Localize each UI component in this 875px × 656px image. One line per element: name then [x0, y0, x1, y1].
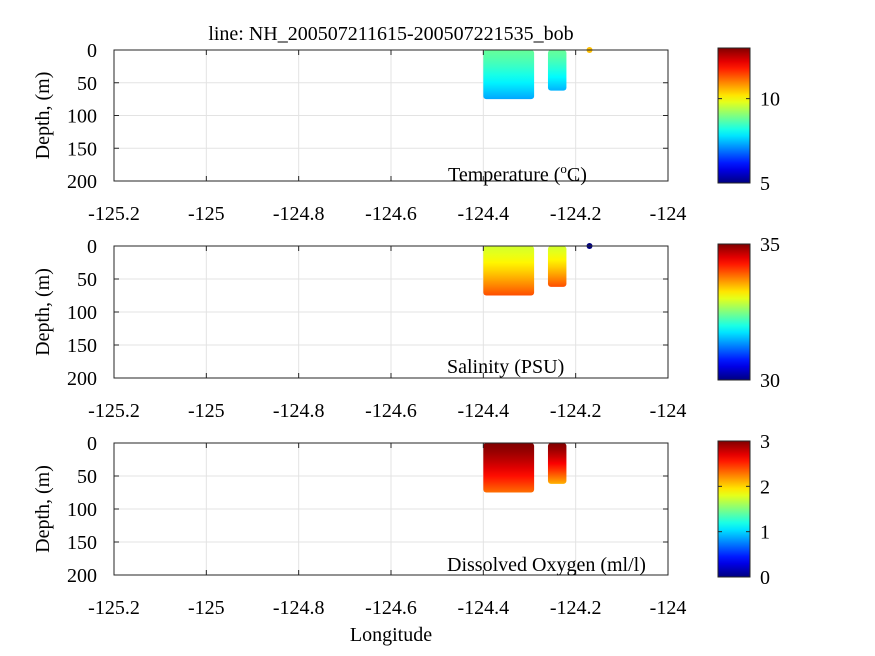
- colorbar: [717, 440, 751, 578]
- x-tick-label: -124.2: [550, 597, 602, 619]
- data-block: [483, 246, 535, 296]
- y-tick-label: 200: [67, 565, 97, 587]
- variable-label: Temperature (oC): [448, 161, 587, 186]
- data-block: [547, 246, 567, 287]
- x-tick-label: -124: [650, 597, 687, 619]
- data-block: [547, 50, 567, 91]
- y-tick-label: 100: [67, 106, 97, 128]
- y-tick-label: 150: [67, 335, 97, 357]
- x-tick-label: -124.2: [550, 203, 602, 225]
- x-tick-label: -125.2: [88, 400, 140, 422]
- y-tick-label: 50: [77, 73, 97, 95]
- x-tick-label: -124.4: [457, 400, 509, 422]
- x-tick-label: -124: [650, 203, 687, 225]
- colorbar-tick-label: 1: [760, 522, 770, 544]
- colorbar: [717, 47, 751, 184]
- colorbar-tick-label: 3: [760, 431, 770, 453]
- y-tick-label: 150: [67, 138, 97, 160]
- x-tick-label: -125: [188, 400, 225, 422]
- x-tick-label: -124.6: [365, 203, 417, 225]
- y-tick-label: 200: [67, 368, 97, 390]
- y-tick-label: 0: [87, 433, 97, 455]
- y-tick-label: 50: [77, 466, 97, 488]
- panel-3: -125.2 -125 -124.8 -124.6 -124.4 -124.2 -124 0 5…: [32, 431, 770, 619]
- x-tick-label: -125: [188, 597, 225, 619]
- colorbar-tick-label: 35: [760, 234, 780, 256]
- data-block: [547, 443, 567, 484]
- x-tick-label: -124.4: [457, 597, 509, 619]
- x-tick-label: -124.8: [273, 597, 325, 619]
- y-tick-label: 100: [67, 499, 97, 521]
- x-tick-label: -125.2: [88, 203, 140, 225]
- panel-1: -125.2 -125 -124.8 -124.6 -124.4 -124.2 -124 0 5…: [32, 40, 780, 225]
- colorbar-tick-label: 0: [760, 567, 770, 589]
- y-tick-label: 100: [67, 302, 97, 324]
- x-axis-label: Longitude: [350, 624, 432, 646]
- x-tick-label: -125.2: [88, 597, 140, 619]
- x-tick-label: -124.6: [365, 597, 417, 619]
- y-tick-label: 50: [77, 269, 97, 291]
- variable-label: Dissolved Oxygen (ml/l): [447, 554, 646, 576]
- colorbar: [717, 243, 751, 381]
- y-axis-label: Depth, (m): [32, 268, 54, 356]
- x-tick-label: -124.8: [273, 400, 325, 422]
- variable-label: Salinity (PSU): [447, 356, 564, 378]
- figure-title: line: NH_200507211615-200507221535_bob: [208, 23, 573, 45]
- panels: -125.2 -125 -124.8 -124.6 -124.4 -124.2 -124 0 5…: [32, 40, 780, 619]
- y-tick-label: 200: [67, 171, 97, 193]
- x-tick-label: -125: [188, 203, 225, 225]
- y-tick-label: 150: [67, 532, 97, 554]
- data-block: [483, 50, 535, 100]
- colorbar-tick-label: 5: [760, 173, 770, 195]
- x-tick-label: -124: [650, 400, 687, 422]
- y-axis-label: Depth, (m): [32, 465, 54, 553]
- panel-2: -125.2 -125 -124.8 -124.6 -124.4 -124.2 -124 0 5…: [32, 234, 780, 422]
- x-tick-label: -124.4: [457, 203, 509, 225]
- x-tick-label: -124.6: [365, 400, 417, 422]
- colorbar-tick-label: 30: [760, 370, 780, 392]
- y-tick-label: 0: [87, 236, 97, 258]
- data-block: [483, 443, 535, 493]
- x-tick-label: -124.8: [273, 203, 325, 225]
- y-tick-label: 0: [87, 40, 97, 62]
- x-tick-label: -124.2: [550, 400, 602, 422]
- colorbar-tick-label: 10: [760, 89, 780, 111]
- colorbar-tick-label: 2: [760, 476, 770, 498]
- y-axis-label: Depth, (m): [32, 72, 54, 160]
